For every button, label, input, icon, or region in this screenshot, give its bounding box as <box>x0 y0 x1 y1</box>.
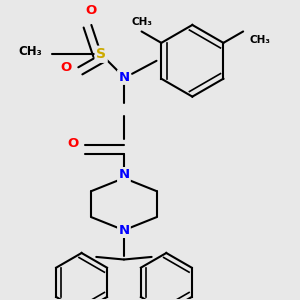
Text: O: O <box>86 4 97 17</box>
Text: CH₃: CH₃ <box>19 44 43 58</box>
Text: CH₃: CH₃ <box>131 16 152 27</box>
Text: O: O <box>67 137 78 150</box>
Text: N: N <box>118 168 130 181</box>
Text: CH₃: CH₃ <box>250 35 271 45</box>
Text: S: S <box>96 47 106 61</box>
Text: O: O <box>61 61 72 74</box>
Text: N: N <box>118 70 130 84</box>
Text: N: N <box>118 224 130 237</box>
